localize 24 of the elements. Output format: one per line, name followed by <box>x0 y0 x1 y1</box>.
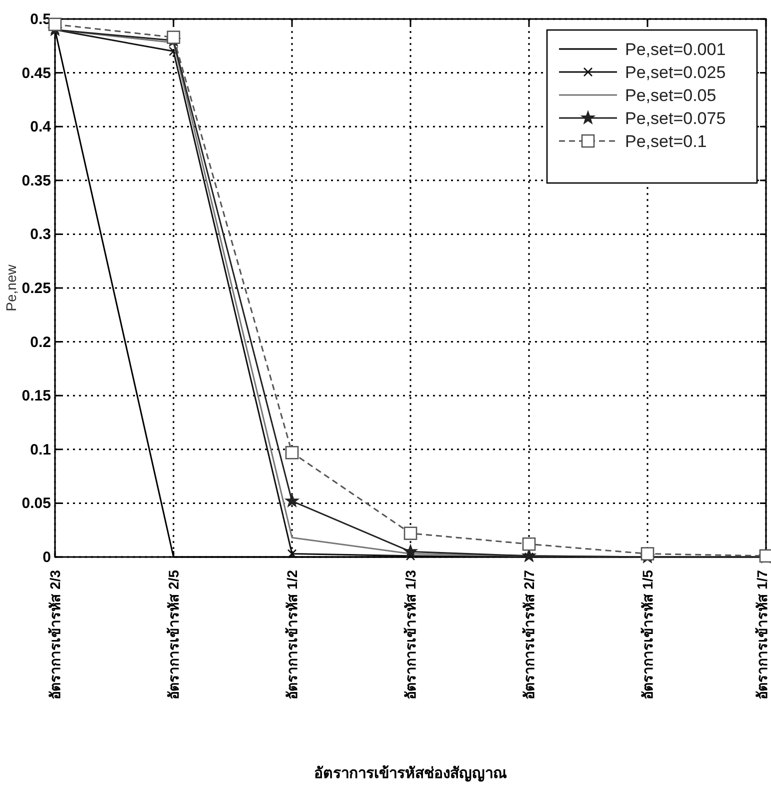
x-tick-label: อัตราการเข้ารหัส 1/3 <box>402 570 418 700</box>
y-tick-label: 0.35 <box>22 172 51 190</box>
y-axis-title: Pe,new <box>3 264 19 312</box>
x-tick-label: อัตราการเข้ารหัส 1/5 <box>640 570 656 700</box>
y-tick-label: 0.1 <box>30 441 51 458</box>
x-tick-label: อัตราการเข้ารหัส 1/2 <box>284 570 300 700</box>
legend-label: Pe,set=0.001 <box>625 40 726 59</box>
x-tick-label: อัตราการเข้ารหัส 2/5 <box>166 570 182 700</box>
legend-label: Pe,set=0.025 <box>625 63 726 82</box>
y-tick-label: 0 <box>42 549 51 566</box>
y-tick-label: 0.2 <box>30 334 51 351</box>
legend-label: Pe,set=0.1 <box>625 132 707 151</box>
x-tick-label: อัตราการเข้ารหัส 2/3 <box>47 570 63 700</box>
y-tick-label: 0.25 <box>22 280 51 297</box>
x-tick-label: อัตราการเข้ารหัส 2/7 <box>521 570 537 700</box>
y-tick-label: 0.15 <box>22 388 51 405</box>
y-tick-label: 0.3 <box>30 226 51 244</box>
y-tick-label: 0.45 <box>22 64 51 82</box>
legend-label: Pe,set=0.075 <box>625 109 726 128</box>
x-tick-label: อัตราการเข้ารหัส 1/7 <box>754 570 770 700</box>
x-axis-title: อัตราการเข้ารหัสช่องสัญญาณ <box>314 765 507 782</box>
y-tick-label: 0.4 <box>30 118 52 136</box>
y-tick-label: 0.05 <box>22 495 51 512</box>
legend-label: Pe,set=0.05 <box>625 86 716 105</box>
